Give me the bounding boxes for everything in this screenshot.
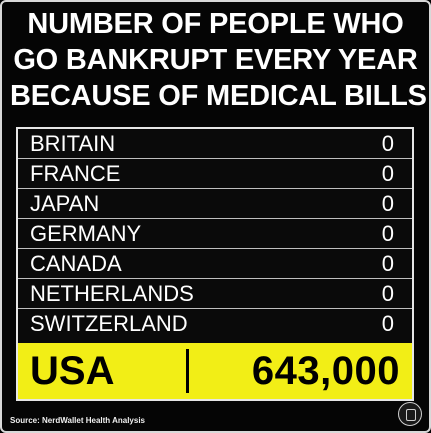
- poster-title: NUMBER OF PEOPLE WHO GO BANKRUPT EVERY Y…: [10, 6, 427, 114]
- table-row: SWITZERLAND 0: [18, 309, 412, 339]
- country-value: 0: [381, 251, 394, 276]
- table-row: NETHERLANDS 0: [18, 279, 412, 309]
- table-row: CANADA 0: [18, 249, 412, 279]
- country-name: FRANCE: [30, 161, 121, 186]
- country-name: JAPAN: [30, 191, 100, 216]
- title-line-1: NUMBER OF PEOPLE WHO: [27, 8, 404, 40]
- usa-label: USA: [30, 349, 115, 393]
- country-value: 0: [381, 191, 394, 216]
- bankruptcy-table: BRITAIN 0 FRANCE 0 JAPAN 0 GERMANY 0 CAN…: [16, 127, 414, 401]
- column-divider: [186, 349, 189, 393]
- country-name: NETHERLANDS: [30, 281, 194, 306]
- country-value: 0: [381, 161, 394, 186]
- country-value: 0: [381, 281, 394, 306]
- table-row: GERMANY 0: [18, 219, 412, 249]
- table-row: JAPAN 0: [18, 189, 412, 219]
- country-value: 0: [381, 131, 394, 156]
- country-name: CANADA: [30, 251, 122, 276]
- country-name: BRITAIN: [30, 131, 116, 156]
- source-caption: Source: NerdWallet Health Analysis: [10, 416, 145, 425]
- usa-highlight-row: USA 643,000: [18, 343, 412, 399]
- country-name: SWITZERLAND: [30, 311, 188, 336]
- country-value: 0: [381, 311, 394, 336]
- country-name: GERMANY: [30, 221, 142, 246]
- country-value: 0: [381, 221, 394, 246]
- usa-value: 643,000: [251, 349, 400, 393]
- table-row: BRITAIN 0: [18, 129, 412, 159]
- title-line-2: GO BANKRUPT EVERY YEAR: [13, 44, 418, 76]
- watermark-badge-icon: [398, 402, 422, 426]
- table-row: FRANCE 0: [18, 159, 412, 189]
- title-line-3: BECAUSE OF MEDICAL BILLS: [10, 80, 427, 112]
